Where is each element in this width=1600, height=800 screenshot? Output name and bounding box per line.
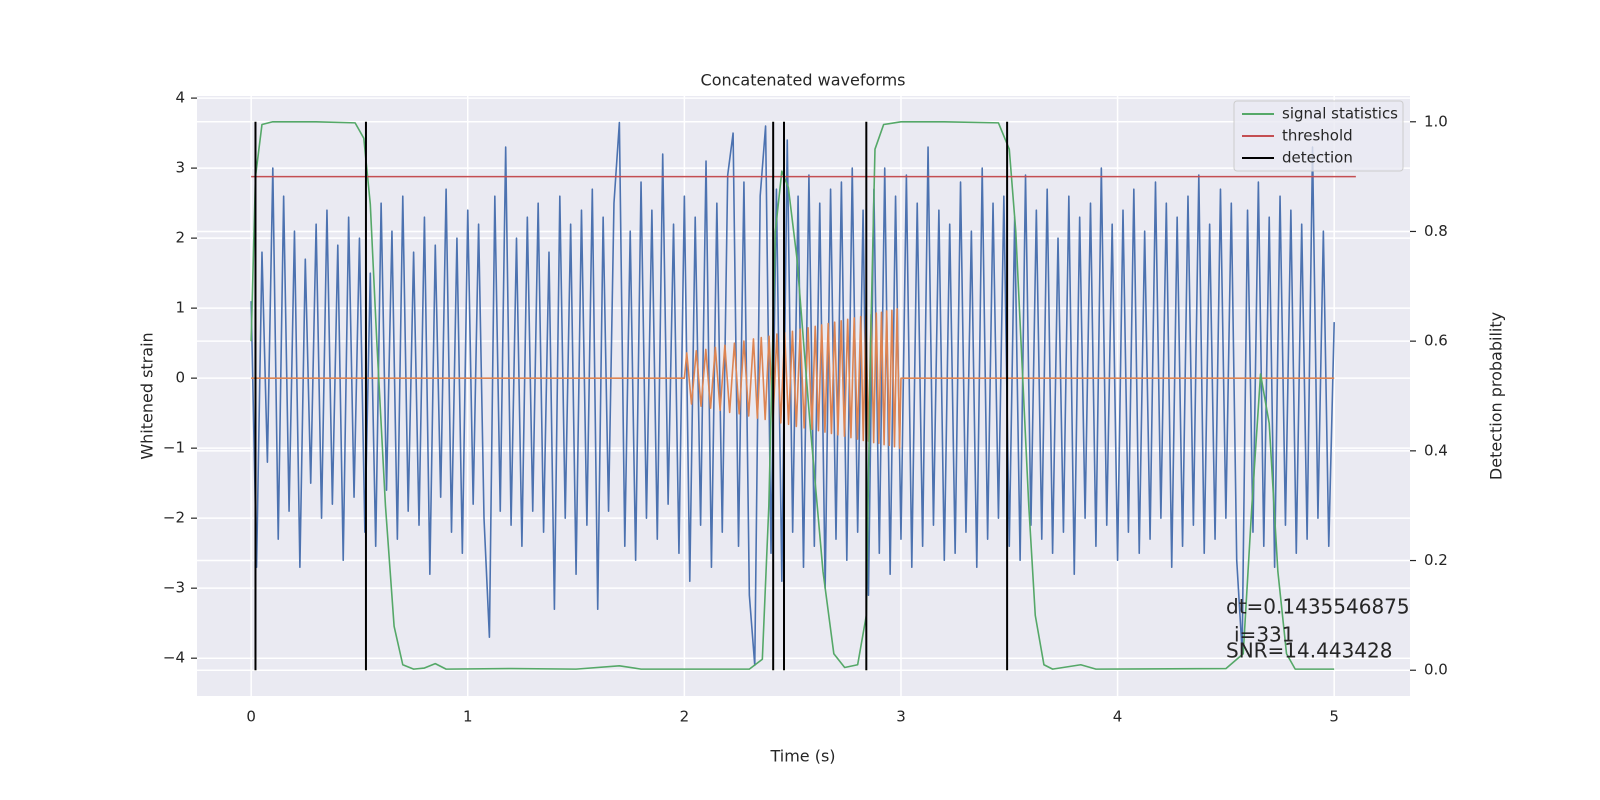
x-tick-label: 2 (680, 708, 690, 726)
legend-box (1233, 100, 1404, 172)
y-tick-label: 1 (175, 299, 185, 317)
annotation: dt=0.1435546875 (1226, 595, 1410, 619)
legend-label: threshold (1282, 127, 1353, 145)
annotation: i=331 (1234, 623, 1295, 647)
x-tick-label: 1 (463, 708, 473, 726)
y-tick-label: −2 (163, 509, 185, 527)
y2-tick-label: 0.2 (1424, 551, 1448, 569)
legend-label: detection (1282, 149, 1353, 167)
x-tick-label: 5 (1329, 708, 1339, 726)
strain-line (251, 308, 1335, 449)
series-line (250, 120, 1335, 670)
y-axis-label: Whitened strain (138, 332, 157, 459)
y-tick-label: 4 (175, 89, 185, 107)
y2-tick-label: 0.4 (1424, 441, 1448, 459)
x-axis-label: Time (s) (769, 747, 835, 766)
chart-title: Concatenated waveforms (701, 71, 906, 90)
y-tick-label: −1 (163, 439, 185, 457)
y-tick-label: −3 (163, 579, 185, 597)
y-tick-label: 3 (175, 159, 185, 177)
legend-label: signal statistics (1282, 105, 1398, 123)
y2-tick-label: 0.8 (1424, 222, 1448, 240)
x-tick-label: 4 (1113, 708, 1123, 726)
y2-tick-label: 0.6 (1424, 332, 1448, 350)
y2-tick-label: 1.0 (1424, 112, 1448, 130)
strain-line (250, 121, 1335, 666)
y2-tick-label: 0.0 (1424, 661, 1448, 679)
x-tick-label: 3 (896, 708, 906, 726)
annotation: SNR=14.443428 (1226, 639, 1392, 663)
y-tick-label: 2 (175, 229, 185, 247)
y-tick-label: 0 (175, 369, 185, 387)
y-tick-label: −4 (163, 649, 185, 667)
x-tick-label: 0 (246, 708, 256, 726)
y2-axis-label: Detection probability (1487, 312, 1506, 480)
